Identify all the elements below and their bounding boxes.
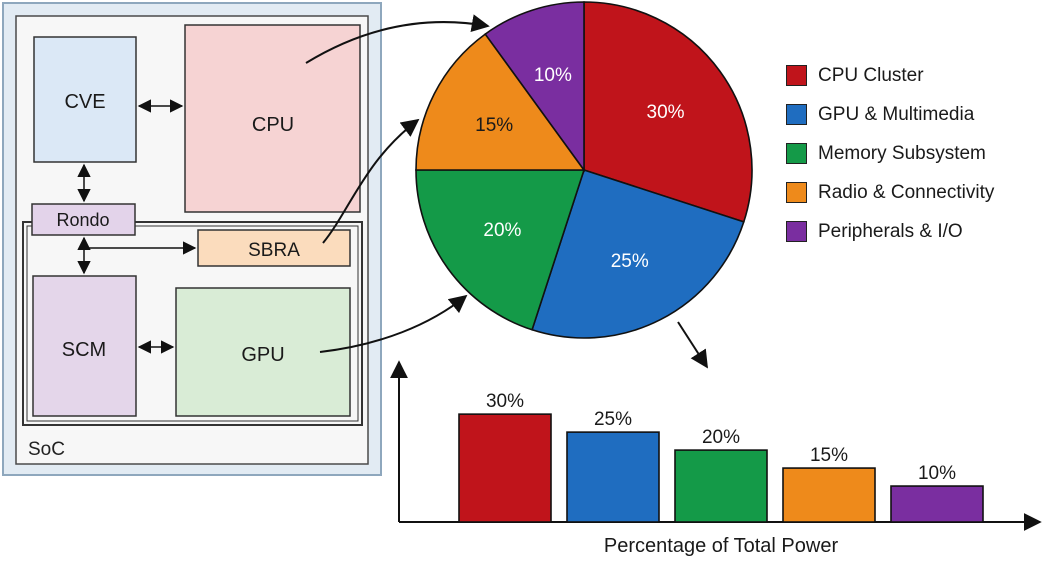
- legend-item-cpu-cluster: CPU Cluster: [786, 56, 994, 95]
- pie-label-memory-subsystem: 20%: [483, 220, 521, 241]
- pie-to-bar-arrow: [677, 321, 708, 369]
- legend-swatch-cpu-cluster: [786, 65, 807, 86]
- chart-legend: CPU Cluster GPU & Multimedia Memory Subs…: [786, 56, 994, 251]
- legend-item-memory-subsystem: Memory Subsystem: [786, 134, 994, 173]
- scm-block: [32, 275, 137, 417]
- bar-x-axis-label: Percentage of Total Power: [604, 535, 839, 557]
- rondo-block: [31, 203, 136, 236]
- legend-label-peripherals-io: Peripherals & I/O: [818, 220, 963, 242]
- rondo-label: Rondo: [56, 210, 109, 230]
- gpu-label: GPU: [241, 344, 284, 366]
- legend-item-peripherals-io: Peripherals & I/O: [786, 212, 994, 251]
- bar-radio-connectivity: [782, 467, 876, 523]
- legend-item-gpu-multimedia: GPU & Multimedia: [786, 95, 994, 134]
- legend-item-radio-connectivity: Radio & Connectivity: [786, 173, 994, 212]
- power-bar-chart: 30% 25% 20% 15% 10% Percentage of Total Power: [390, 360, 1042, 557]
- cpu-label: CPU: [252, 114, 294, 136]
- bar-label-cpu-cluster: 30%: [486, 391, 524, 412]
- legend-swatch-peripherals-io: [786, 221, 807, 242]
- cpu-to-pie-arrow: [305, 14, 490, 64]
- pie-label-gpu-multimedia: 25%: [611, 251, 649, 272]
- cve-block: [33, 36, 137, 163]
- pie-slice-radio-connectivity: [415, 32, 586, 171]
- legend-swatch-radio-connectivity: [786, 182, 807, 203]
- legend-label-cpu-cluster: CPU Cluster: [818, 64, 924, 86]
- sbra-label: SBRA: [248, 240, 300, 261]
- bar-memory-subsystem: [674, 449, 768, 523]
- cpu-block: [184, 24, 361, 213]
- sbra-to-pie-arrow: [322, 118, 420, 244]
- soc-block-diagram: SoC CVE CPU Rondo SBRA SCM GPU: [2, 2, 382, 476]
- bar-gpu-multimedia: [566, 431, 660, 523]
- pie-label-radio-connectivity: 15%: [475, 115, 513, 136]
- soc-label: SoC: [28, 439, 65, 460]
- subsystem-frame-inner: [26, 225, 359, 422]
- pie-label-cpu-cluster: 30%: [647, 102, 685, 123]
- legend-swatch-gpu-multimedia: [786, 104, 807, 125]
- sbra-block: [197, 229, 351, 267]
- subsystem-frame: [22, 221, 363, 426]
- legend-label-gpu-multimedia: GPU & Multimedia: [818, 103, 975, 125]
- pie-slice-cpu-cluster: [583, 1, 753, 223]
- legend-label-memory-subsystem: Memory Subsystem: [818, 142, 986, 164]
- pie-label-peripherals-io: 10%: [534, 65, 572, 86]
- bar-peripherals-io: [890, 485, 984, 523]
- bar-label-memory-subsystem: 20%: [702, 427, 740, 448]
- legend-swatch-memory-subsystem: [786, 143, 807, 164]
- bar-label-peripherals-io: 10%: [918, 463, 956, 484]
- bar-cpu-cluster: [458, 413, 552, 523]
- pie-slice-memory-subsystem: [415, 169, 586, 331]
- pie-slice-peripherals-io: [484, 1, 585, 173]
- scm-label: SCM: [62, 339, 106, 361]
- pie-slice-gpu-multimedia: [531, 168, 745, 339]
- legend-label-radio-connectivity: Radio & Connectivity: [818, 181, 995, 203]
- gpu-to-pie-arrow: [319, 294, 468, 353]
- bar-label-radio-connectivity: 15%: [810, 445, 848, 466]
- cve-label: CVE: [64, 91, 105, 113]
- bar-label-gpu-multimedia: 25%: [594, 409, 632, 430]
- power-pie-chart: 30% 25% 20% 15% 10%: [415, 1, 753, 339]
